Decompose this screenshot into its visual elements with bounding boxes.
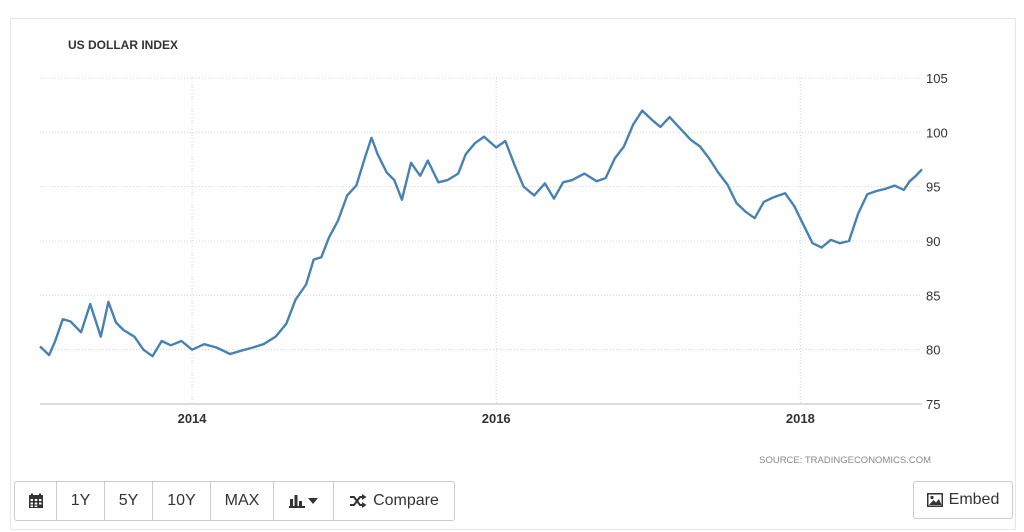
x-axis: 2014 2016 2018: [178, 411, 815, 426]
compare-label: Compare: [373, 492, 439, 509]
range-10y-button[interactable]: 10Y: [153, 482, 211, 520]
chart-panel: [10, 18, 1016, 530]
x-tick-label: 2014: [178, 411, 208, 426]
source-label: SOURCE: TRADINGECONOMICS.COM: [759, 455, 931, 466]
embed-label: Embed: [948, 491, 1000, 508]
y-tick-label: 95: [926, 180, 940, 195]
range-1y-button[interactable]: 1Y: [57, 482, 105, 520]
range-toolbar: 1Y 5Y 10Y MAX Compare: [14, 481, 455, 521]
chevron-down-icon: [308, 498, 318, 504]
y-tick-label: 90: [926, 234, 940, 249]
chart-type-button[interactable]: [274, 482, 334, 520]
chart-title: US DOLLAR INDEX: [68, 38, 178, 52]
y-tick-label: 85: [926, 288, 940, 303]
x-tick-label: 2018: [786, 411, 815, 426]
grid: [40, 77, 922, 405]
range-max-button[interactable]: MAX: [211, 482, 274, 520]
series-line-us-dollar-index: [39, 109, 923, 358]
x-tick-label: 2016: [482, 411, 511, 426]
y-axis: 75 80 85 90 95 100 105: [926, 71, 948, 412]
y-tick-label: 105: [926, 71, 948, 86]
embed-button[interactable]: Embed: [913, 481, 1013, 519]
range-5y-button[interactable]: 5Y: [105, 482, 153, 520]
y-tick-label: 80: [926, 343, 940, 358]
calendar-button[interactable]: [15, 482, 57, 520]
image-icon: [926, 493, 943, 507]
y-tick-label: 100: [926, 125, 948, 140]
bar-chart-icon: [289, 495, 305, 508]
calendar-icon: [28, 493, 43, 508]
compare-button[interactable]: Compare: [334, 482, 454, 520]
y-tick-label: 75: [926, 397, 940, 412]
shuffle-icon: [350, 494, 367, 508]
